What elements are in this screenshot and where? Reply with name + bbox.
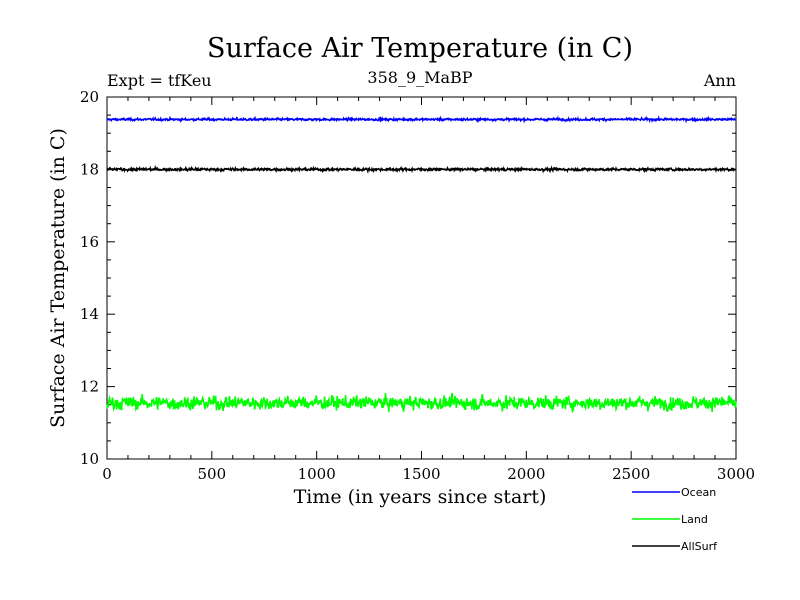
x-tick-label: 0 [102,465,112,483]
legend: Ocean Land AllSurf [632,486,718,553]
series-layer [106,115,737,413]
subtitle-left: Expt = tfKeu [107,71,212,90]
y-tick-label: 12 [80,378,99,396]
y-tick-label: 16 [80,233,99,251]
series-line-allsurf [106,164,737,174]
legend-label: AllSurf [681,540,718,553]
axis-ticks: 0 500 1000 1500 2000 2500 3000 10 12 14 16 18 20 [80,88,755,483]
y-tick-label: 10 [80,450,99,468]
x-tick-label: 2500 [612,465,650,483]
subtitle-right: Ann [703,71,736,90]
legend-label: Land [681,513,708,526]
x-tick-label: 2000 [507,465,545,483]
y-axis-label: Surface Air Temperature (in C) [47,128,69,428]
subtitle-center: 358_9_MaBP [367,68,472,87]
x-tick-label: 500 [198,465,227,483]
y-tick-label: 18 [80,160,99,178]
y-tick-label: 20 [80,88,99,106]
x-axis-label: Time (in years since start) [294,486,547,508]
x-tick-label: 1000 [298,465,336,483]
y-tick-label: 14 [80,305,99,323]
chart-title: Surface Air Temperature (in C) [207,33,633,64]
series-line-land [106,392,737,413]
series-line-ocean [106,115,737,124]
legend-label: Ocean [681,486,716,499]
x-tick-label: 1500 [402,465,440,483]
x-tick-label: 3000 [717,465,755,483]
